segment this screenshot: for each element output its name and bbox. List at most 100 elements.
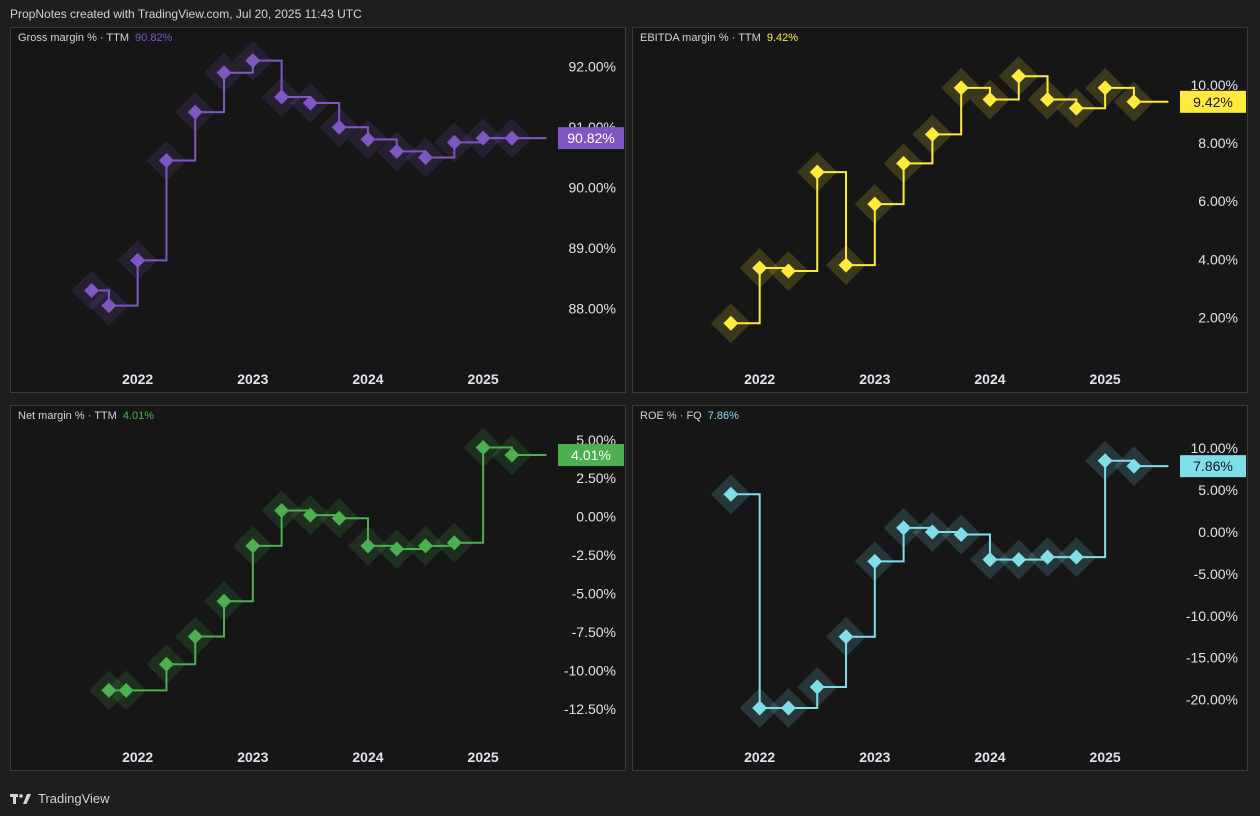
data-point: [924, 126, 940, 142]
panel-title: Net margin % · TTM 4.01%: [18, 410, 154, 422]
data-point: [780, 263, 796, 279]
panel-title-value: 4.01%: [122, 410, 155, 422]
data-point: [867, 196, 883, 212]
current-value-label: 9.42%: [1193, 94, 1233, 110]
panel-title-text: Net margin % · TTM: [18, 410, 117, 422]
data-point: [331, 510, 347, 526]
data-point: [302, 95, 318, 111]
panel-title: EBITDA margin % · TTM 9.42%: [640, 32, 798, 44]
panel-title-text: Gross margin % · TTM: [18, 32, 130, 44]
panel-title: Gross margin % · TTM 90.82%: [18, 32, 172, 44]
data-point: [101, 298, 117, 314]
gross-margin-panel[interactable]: 92.00%91.00%90.00%89.00%88.00%2022202320…: [10, 27, 626, 393]
data-point: [896, 155, 912, 171]
data-point: [331, 119, 347, 135]
data-point: [1011, 68, 1027, 84]
y-tick-label: 2.00%: [1198, 309, 1238, 325]
y-tick-label: 90.00%: [569, 180, 616, 196]
data-point: [1126, 94, 1142, 110]
x-tick-label: 2023: [859, 371, 890, 387]
current-value-badge: [558, 127, 624, 150]
data-point: [245, 53, 261, 69]
data-point: [752, 260, 768, 276]
x-tick-label: 2024: [974, 371, 1005, 387]
x-tick-label: 2023: [237, 371, 268, 387]
data-point: [418, 149, 434, 165]
data-point: [809, 679, 825, 695]
data-point: [302, 507, 318, 523]
data-point: [723, 486, 739, 502]
tradingview-logo-icon: [10, 793, 31, 804]
data-point: [504, 130, 520, 146]
data-point: [1068, 549, 1084, 565]
data-point: [274, 503, 290, 519]
gross-margin-plot[interactable]: 92.00%91.00%90.00%89.00%88.00%2022202320…: [11, 28, 627, 394]
data-point: [130, 252, 146, 268]
data-point: [838, 629, 854, 645]
net-margin-plot[interactable]: 5.00% 2.50% 0.00% -2.50% -5.00% -7.50% -10.00%…: [11, 406, 627, 772]
y-tick-label: -5.00%: [572, 586, 616, 602]
y-tick-label: -10.00%: [564, 662, 616, 678]
data-point: [158, 152, 174, 168]
data-point: [1097, 453, 1113, 469]
series-line: [730, 75, 1169, 325]
data-point: [896, 520, 912, 536]
data-point: [118, 682, 134, 698]
net-margin-panel[interactable]: 5.00% 2.50% 0.00% -2.50% -5.00% -7.50% -10.00%…: [10, 405, 626, 771]
data-point: [809, 164, 825, 180]
current-value-label: 7.86%: [1193, 458, 1233, 474]
x-tick-label: 2022: [744, 371, 775, 387]
x-tick-label: 2022: [122, 371, 153, 387]
y-tick-label: 10.00%: [1191, 77, 1238, 93]
data-point: [389, 143, 405, 159]
data-point: [752, 700, 768, 716]
data-point: [216, 593, 232, 609]
y-tick-label: 10.00%: [1191, 440, 1238, 456]
current-value-badge: [558, 444, 624, 467]
data-point: [723, 315, 739, 331]
footer: TradingView: [10, 791, 110, 806]
y-tick-label: 0.00%: [1198, 524, 1238, 540]
panel-title-value: 90.82%: [135, 32, 173, 44]
data-point: [187, 104, 203, 120]
y-tick-label: 5.00%: [1198, 482, 1238, 498]
series-line: [730, 459, 1169, 709]
y-tick-label: 92.00%: [569, 59, 616, 75]
ebitda-margin-plot[interactable]: 10.00% 8.00% 6.00% 4.00% 2.00% 2022 2023 2024 20…: [633, 28, 1249, 394]
roe-plot[interactable]: 10.00% 5.00% 0.00% -5.00% -10.00% -15.00% -20.…: [633, 406, 1249, 772]
y-tick-label: 6.00%: [1198, 193, 1238, 209]
x-tick-label: 2024: [352, 371, 383, 387]
ebitda-margin-panel[interactable]: 10.00% 8.00% 6.00% 4.00% 2.00% 2022 2023 2024 20…: [632, 27, 1248, 393]
data-point: [953, 80, 969, 96]
panel-title-value: 7.86%: [707, 410, 739, 422]
current-value-label: 90.82%: [567, 130, 614, 146]
panel-title-text: ROE % · FQ: [640, 410, 702, 422]
data-point: [187, 629, 203, 645]
x-tick-label: 2022: [122, 749, 153, 765]
y-tick-label: 8.00%: [1198, 135, 1238, 151]
data-point: [953, 527, 969, 543]
data-point: [982, 91, 998, 107]
data-point: [446, 134, 462, 150]
x-tick-label: 2025: [1090, 749, 1121, 765]
x-tick-label: 2025: [468, 749, 499, 765]
y-tick-label: 4.00%: [1198, 251, 1238, 267]
y-tick-label: -2.50%: [572, 547, 616, 563]
data-point: [446, 535, 462, 551]
current-value-badge: [1180, 90, 1246, 113]
footer-brand: TradingView: [38, 791, 110, 806]
data-point: [504, 447, 520, 463]
data-point: [1011, 552, 1027, 568]
data-point: [360, 131, 376, 147]
x-tick-label: 2024: [352, 749, 383, 765]
current-value-badge: [1180, 455, 1246, 478]
x-tick-label: 2025: [468, 371, 499, 387]
panel-title-value: 9.42%: [766, 32, 799, 44]
data-point: [1040, 549, 1056, 565]
y-tick-label: 0.00%: [576, 509, 616, 525]
data-point: [924, 524, 940, 540]
data-point: [245, 538, 261, 554]
x-tick-label: 2023: [237, 749, 268, 765]
data-point: [780, 700, 796, 716]
roe-panel[interactable]: 10.00% 5.00% 0.00% -5.00% -10.00% -15.00% -20.…: [632, 405, 1248, 771]
